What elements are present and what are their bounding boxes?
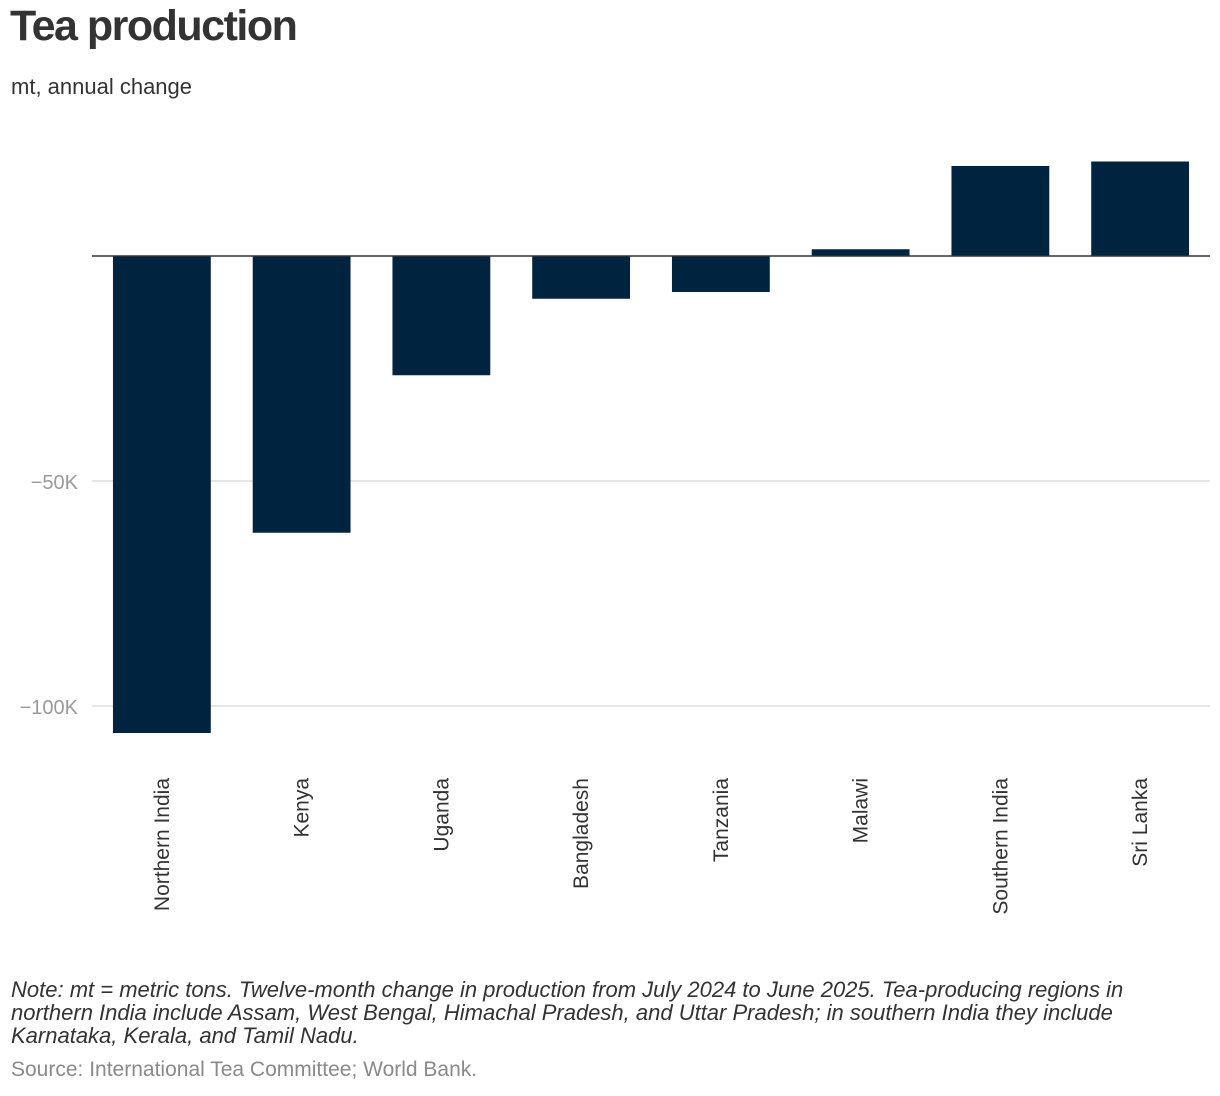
bar-chart: −50K −100K Northern India Kenya Uganda Bangl… <box>20 161 1210 915</box>
chart-source: Source: International Tea Committee; Wor… <box>11 1058 478 1081</box>
x-tick-label: Malawi <box>850 778 873 843</box>
y-tick-labels: −50K −100K <box>20 472 79 719</box>
chart-subtitle: mt, annual change <box>11 74 193 99</box>
chart-title: Tea production <box>10 2 298 50</box>
bars <box>112 161 1190 733</box>
x-tick-label: Southern India <box>989 778 1012 915</box>
x-tick-label: Kenya <box>291 778 314 838</box>
x-tick-label: Uganda <box>430 778 453 852</box>
y-tick-label: −100K <box>20 697 79 719</box>
y-tick-label: −50K <box>31 472 79 494</box>
bar <box>252 256 351 533</box>
bar <box>671 256 770 292</box>
x-tick-label: Bangladesh <box>570 778 593 889</box>
x-tick-labels: Northern India Kenya Uganda Bangladesh Tanza… <box>151 778 1152 915</box>
bar <box>1091 161 1190 256</box>
x-tick-label: Tanzania <box>710 778 733 862</box>
chart-note: Note: mt = metric tons. Twelve-month cha… <box>11 977 1124 1048</box>
bar <box>811 249 910 256</box>
x-tick-label: Northern India <box>151 778 174 911</box>
bar <box>532 256 631 299</box>
bar <box>112 256 211 733</box>
bar <box>392 256 491 376</box>
x-tick-label: Sri Lanka <box>1129 778 1152 867</box>
bar <box>951 166 1050 256</box>
